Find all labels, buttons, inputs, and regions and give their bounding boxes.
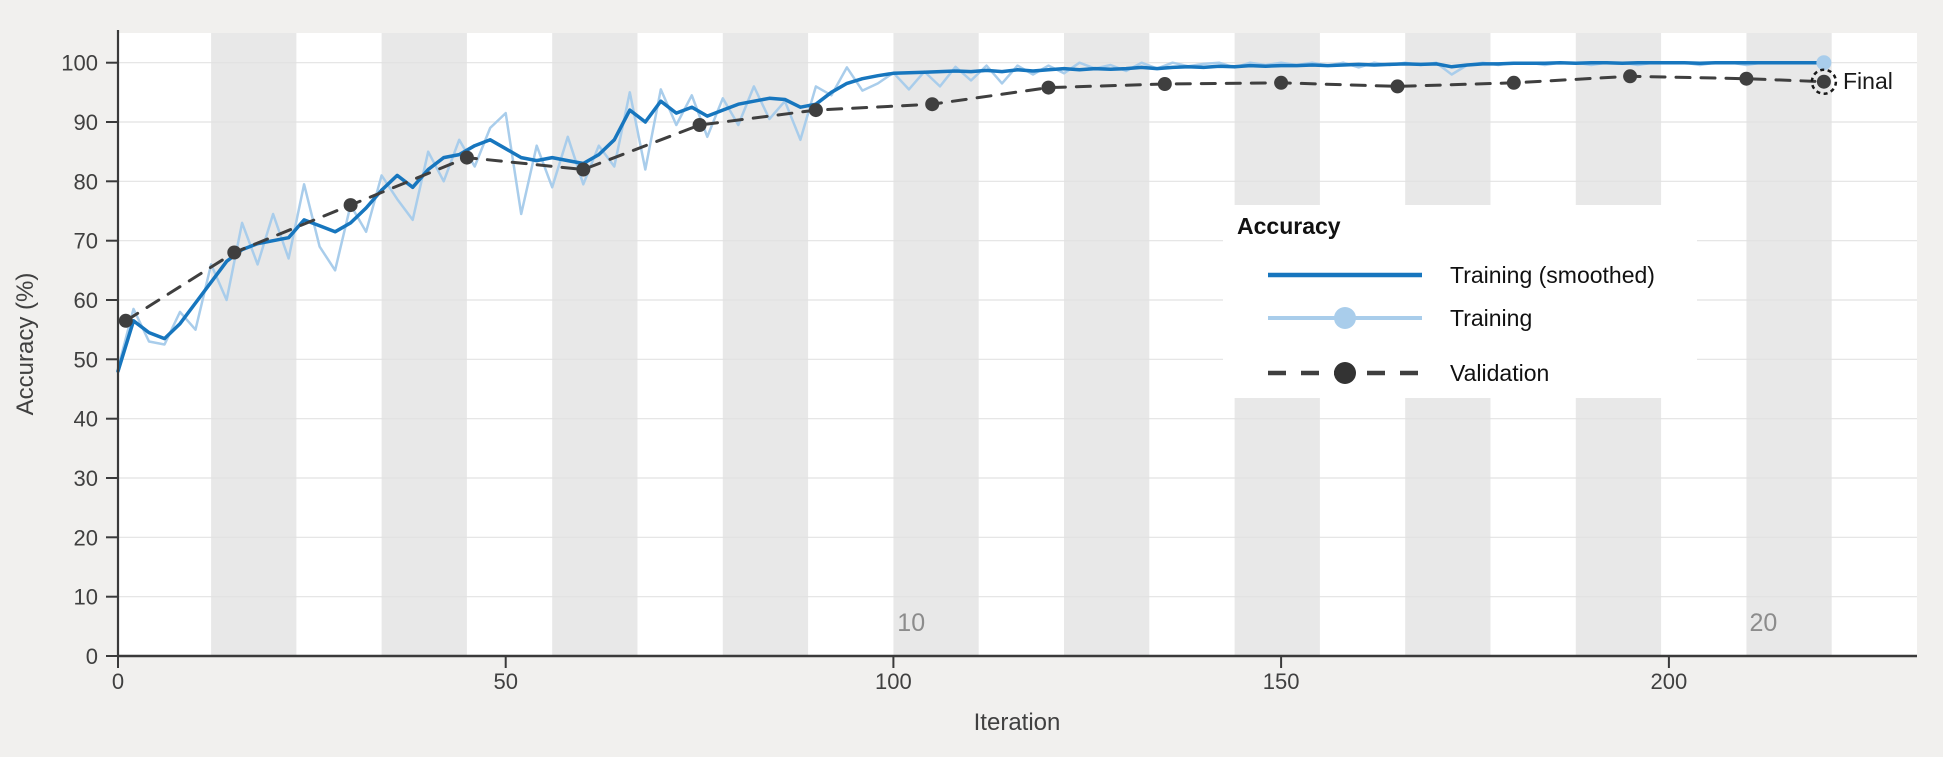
tick-labels: 0 10 20 30 40 50 60 70 80 90 100 0 50 100 150 200	[61, 51, 1687, 694]
tick-marks	[106, 61, 1670, 668]
x-tick-label: 150	[1263, 669, 1300, 694]
final-training-marker	[1816, 55, 1832, 71]
x-tick-label: 200	[1651, 669, 1688, 694]
legend: Accuracy Training (smoothed) Training Va…	[1223, 205, 1697, 398]
y-tick-label: 40	[74, 407, 98, 432]
y-tick-label: 90	[74, 110, 98, 135]
y-axis-label: Accuracy (%)	[12, 272, 39, 416]
legend-row-training-smoothed: Training (smoothed)	[1265, 262, 1655, 288]
y-tick-label: 80	[74, 169, 98, 194]
y-tick-label: 70	[74, 229, 98, 254]
legend-label-training: Training	[1450, 304, 1533, 331]
legend-row-training: Training	[1265, 305, 1532, 331]
validation-line	[124, 74, 1826, 323]
legend-line-training-smoothed-icon	[1265, 262, 1425, 288]
training-smoothed-line	[116, 60, 1826, 373]
validation-markers	[118, 69, 1831, 328]
y-tick-label: 30	[74, 466, 98, 491]
x-tick-label: 0	[112, 669, 124, 694]
y-tick-label: 60	[74, 288, 98, 313]
legend-row-validation: Validation	[1265, 360, 1549, 386]
y-tick-label: 50	[74, 347, 98, 372]
x-axis-label: Iteration	[973, 709, 1061, 736]
legend-label-validation: Validation	[1450, 359, 1550, 386]
y-tick-label: 20	[74, 525, 98, 550]
final-marker-label: Final	[1843, 68, 1893, 94]
y-tick-label: 10	[74, 585, 98, 610]
epoch-label: 10	[897, 609, 925, 637]
y-tick-label: 100	[61, 51, 98, 76]
epoch-number-labels: 10 20	[897, 609, 1777, 637]
final-validation-ring	[1810, 68, 1838, 95]
x-tick-label: 100	[875, 669, 912, 694]
axes	[116, 30, 1917, 658]
final-markers	[1810, 55, 1838, 95]
legend-title: Accuracy	[1237, 213, 1341, 239]
legend-line-validation-icon	[1265, 360, 1425, 386]
x-tick-label: 50	[493, 669, 517, 694]
legend-line-training-icon	[1265, 305, 1425, 331]
y-tick-label: 0	[86, 644, 98, 669]
epoch-label: 20	[1750, 609, 1778, 637]
legend-label-training-smoothed: Training (smoothed)	[1450, 261, 1655, 288]
